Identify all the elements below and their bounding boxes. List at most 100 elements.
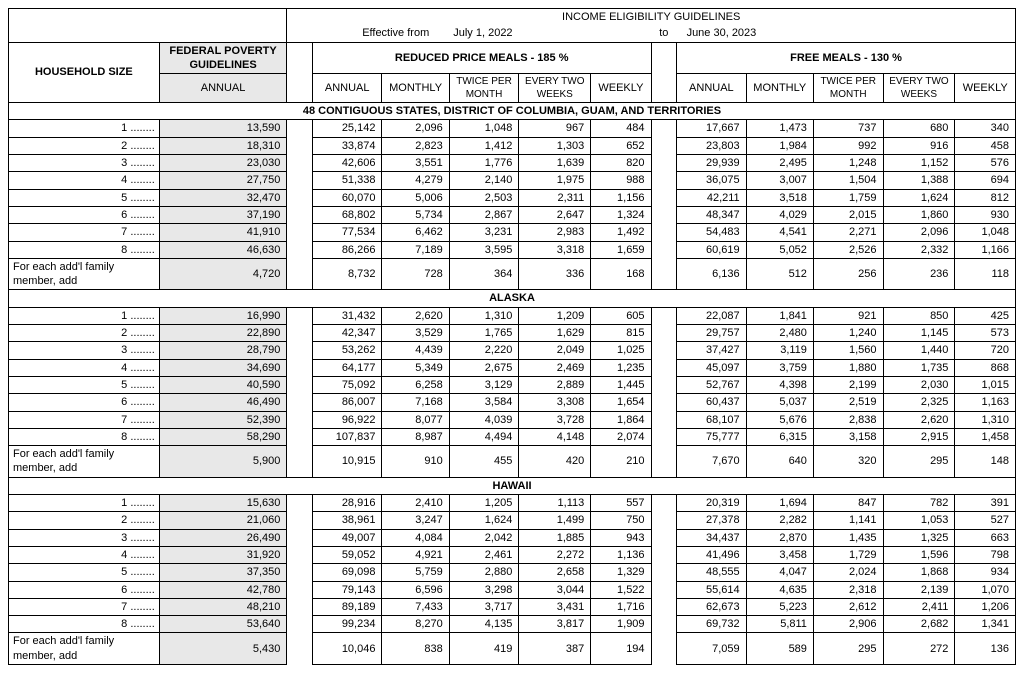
free-cell: 69,732 [677, 616, 747, 633]
section-header: HAWAII [9, 477, 1016, 494]
free-cell: 1,145 [883, 325, 955, 342]
reduced-cell: 2,220 [449, 342, 519, 359]
free-cell: 2,682 [883, 616, 955, 633]
reduced-cell: 4,439 [382, 342, 449, 359]
addl-fpg: 5,430 [159, 633, 287, 665]
reduced-cell: 2,675 [449, 359, 519, 376]
reduced-cell: 2,620 [382, 307, 449, 324]
free-cell: 3,007 [746, 172, 813, 189]
household-size: 8 ........ [9, 241, 160, 258]
reduced-cell: 2,983 [519, 224, 591, 241]
reduced-cell: 605 [591, 307, 651, 324]
addl-reduced-cell: 728 [382, 258, 449, 290]
reduced-cell: 1,156 [591, 189, 651, 206]
reduced-cell: 3,298 [449, 581, 519, 598]
fpg-annual: 37,350 [159, 564, 287, 581]
table-row: 3 ........26,49049,0074,0842,0421,885943… [9, 529, 1016, 546]
addl-free-cell: 512 [746, 258, 813, 290]
reduced-cell: 3,231 [449, 224, 519, 241]
reduced-cell: 8,077 [382, 411, 449, 428]
reduced-cell: 5,006 [382, 189, 449, 206]
table-row: 7 ........41,91077,5346,4623,2312,9831,4… [9, 224, 1016, 241]
free-cell: 663 [955, 529, 1016, 546]
spacer [651, 546, 677, 563]
fpg-annual: 26,490 [159, 529, 287, 546]
fpg-annual: 58,290 [159, 428, 287, 445]
free-cell: 1,560 [813, 342, 883, 359]
free-cell: 36,075 [677, 172, 747, 189]
free-cell: 2,318 [813, 581, 883, 598]
fpg-annual: 13,590 [159, 120, 287, 137]
reduced-cell: 1,885 [519, 529, 591, 546]
spacer [287, 155, 313, 172]
reduced-cell: 6,258 [382, 376, 449, 393]
free-cell: 2,480 [746, 325, 813, 342]
household-size: 4 ........ [9, 359, 160, 376]
spacer [287, 529, 313, 546]
spacer [287, 120, 313, 137]
reduced-cell: 4,148 [519, 428, 591, 445]
addl-reduced-cell: 10,046 [312, 633, 382, 665]
reduced-cell: 750 [591, 512, 651, 529]
reduced-cell: 86,266 [312, 241, 382, 258]
free-cell: 1,248 [813, 155, 883, 172]
free-cell: 1,624 [883, 189, 955, 206]
reduced-cell: 2,503 [449, 189, 519, 206]
reduced-cell: 1,909 [591, 616, 651, 633]
free-cell: 41,496 [677, 546, 747, 563]
reduced-cell: 25,142 [312, 120, 382, 137]
effective-from: July 1, 2022 [449, 25, 651, 42]
free-cell: 27,378 [677, 512, 747, 529]
col-fpg-sub: ANNUAL [159, 74, 287, 103]
income-guidelines-table: INCOME ELIGIBILITY GUIDELINES Effective … [8, 8, 1016, 665]
reduced-cell: 4,135 [449, 616, 519, 633]
free-cell: 1,053 [883, 512, 955, 529]
table-row: 2 ........18,31033,8742,8231,4121,303652… [9, 137, 1016, 154]
fpg-annual: 46,490 [159, 394, 287, 411]
reduced-cell: 1,654 [591, 394, 651, 411]
reduced-cell: 96,922 [312, 411, 382, 428]
addl-reduced-cell: 364 [449, 258, 519, 290]
household-size: 6 ........ [9, 206, 160, 223]
free-cell: 1,141 [813, 512, 883, 529]
free-cell: 1,206 [955, 598, 1016, 615]
reduced-cell: 53,262 [312, 342, 382, 359]
reduced-cell: 4,921 [382, 546, 449, 563]
reduced-cell: 4,084 [382, 529, 449, 546]
reduced-cell: 1,324 [591, 206, 651, 223]
free-cell: 5,676 [746, 411, 813, 428]
reduced-cell: 2,461 [449, 546, 519, 563]
spacer [287, 241, 313, 258]
reduced-cell: 5,734 [382, 206, 449, 223]
reduced-cell: 8,270 [382, 616, 449, 633]
free-cell: 573 [955, 325, 1016, 342]
free-cell: 52,767 [677, 376, 747, 393]
household-size: 3 ........ [9, 342, 160, 359]
household-size: 7 ........ [9, 598, 160, 615]
spacer [651, 342, 677, 359]
spacer [651, 376, 677, 393]
free-cell: 1,163 [955, 394, 1016, 411]
spacer [287, 224, 313, 241]
reduced-cell: 64,177 [312, 359, 382, 376]
reduced-cell: 2,880 [449, 564, 519, 581]
reduced-cell: 1,136 [591, 546, 651, 563]
addl-free-cell: 7,059 [677, 633, 747, 665]
free-cell: 3,759 [746, 359, 813, 376]
free-cell: 921 [813, 307, 883, 324]
reduced-cell: 1,499 [519, 512, 591, 529]
free-cell: 1,388 [883, 172, 955, 189]
table-row: 2 ........22,89042,3473,5291,7651,629815… [9, 325, 1016, 342]
free-cell: 1,435 [813, 529, 883, 546]
spacer [287, 307, 313, 324]
free-cell: 847 [813, 495, 883, 512]
spacer [287, 512, 313, 529]
free-cell: 3,119 [746, 342, 813, 359]
spacer [651, 564, 677, 581]
reduced-cell: 3,551 [382, 155, 449, 172]
free-cell: 5,052 [746, 241, 813, 258]
spacer [287, 581, 313, 598]
reduced-cell: 77,534 [312, 224, 382, 241]
reduced-cell: 967 [519, 120, 591, 137]
free-cell: 720 [955, 342, 1016, 359]
